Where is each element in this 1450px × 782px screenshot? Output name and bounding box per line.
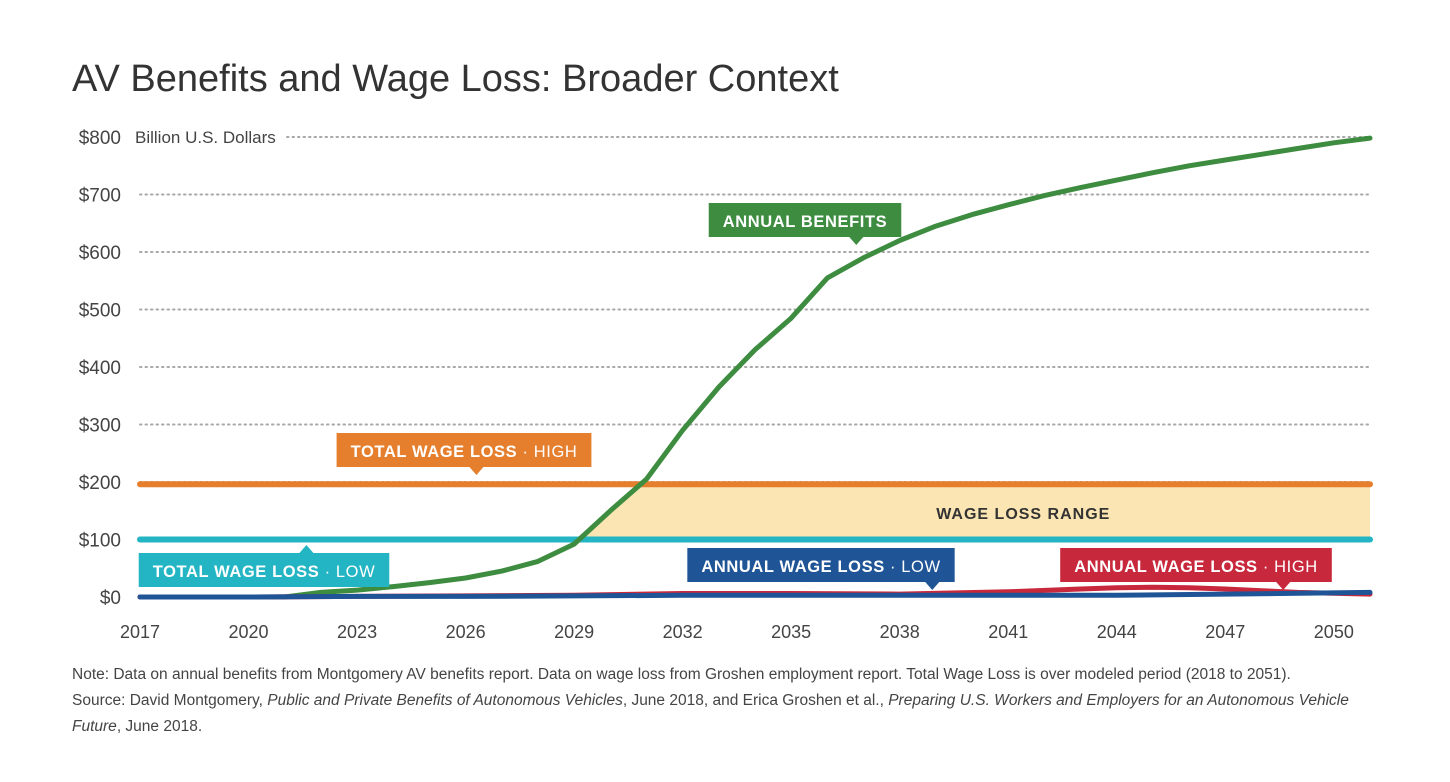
annotation-pointer xyxy=(1276,582,1291,590)
annotation-pointer xyxy=(299,545,314,553)
y-axis-label: Billion U.S. Dollars xyxy=(135,128,276,147)
x-tick-label: 2038 xyxy=(880,622,920,642)
x-tick-label: 2017 xyxy=(120,622,160,642)
annotation-2: TOTAL WAGE LOSS · HIGH xyxy=(336,433,592,475)
x-tick-label: 2050 xyxy=(1314,622,1354,642)
annotation-main: TOTAL WAGE LOSS xyxy=(153,563,320,581)
y-tick-label: $500 xyxy=(79,301,121,322)
annotation-box xyxy=(708,203,902,237)
x-tick-label: 2032 xyxy=(663,622,703,642)
annotation-label: ANNUAL WAGE LOSS · HIGH xyxy=(1074,558,1318,576)
source-text: Source: David Montgomery, Public and Pri… xyxy=(72,692,1349,735)
axis-labels: $0 $100 $200 $300 $400 $500 $600 $700 $800 Billio… xyxy=(79,128,1354,642)
annotation-box xyxy=(1060,548,1332,582)
annotation-pointer xyxy=(469,467,484,475)
annotation-label: ANNUAL WAGE LOSS · LOW xyxy=(701,558,940,576)
annual-wage-loss-low-line xyxy=(137,589,1373,600)
y-tick-label: $300 xyxy=(79,416,121,437)
annotation-suffix: · HIGH xyxy=(517,443,577,461)
annual-series-lines xyxy=(137,135,1373,600)
annotation-label: ANNUAL BENEFITS xyxy=(723,213,888,231)
x-tick-label: 2047 xyxy=(1205,622,1245,642)
annotation-main: ANNUAL BENEFITS xyxy=(723,213,888,231)
annotation-4: ANNUAL WAGE LOSS · LOW xyxy=(687,548,955,590)
x-tick-label: 2020 xyxy=(229,622,269,642)
annotation-box xyxy=(336,433,592,467)
footnotes: Note: Data on annual benefits from Montg… xyxy=(72,662,1392,740)
source-title-1: Public and Private Benefits of Autonomou… xyxy=(267,692,623,709)
range-band-layer: WAGE LOSS RANGE xyxy=(140,484,1370,540)
annotation-box xyxy=(687,548,955,582)
y-tick-label: $200 xyxy=(79,473,121,494)
total-wage-loss-lines xyxy=(137,481,1373,543)
annotation-1: ANNUAL BENEFITS xyxy=(708,203,902,245)
y-tick-label: $700 xyxy=(79,186,121,207)
annotation-5: ANNUAL WAGE LOSS · HIGH xyxy=(1060,548,1332,590)
annotation-label: TOTAL WAGE LOSS · LOW xyxy=(153,563,376,581)
y-tick-label: $400 xyxy=(79,358,121,379)
annotation-suffix: · LOW xyxy=(885,558,941,576)
x-tick-label: 2035 xyxy=(771,622,811,642)
x-tick-label: 2026 xyxy=(446,622,486,642)
y-tick-label: $600 xyxy=(79,243,121,264)
y-tick-label: $100 xyxy=(79,531,121,552)
annotation-suffix: · HIGH xyxy=(1258,558,1318,576)
chart-title: AV Benefits and Wage Loss: Broader Conte… xyxy=(72,58,839,100)
grid-lines xyxy=(139,136,1371,541)
annotation-main: ANNUAL WAGE LOSS xyxy=(1074,558,1257,576)
x-tick-label: 2044 xyxy=(1097,622,1137,642)
x-tick-label: 2029 xyxy=(554,622,594,642)
annotation-main: TOTAL WAGE LOSS xyxy=(351,443,518,461)
range-band-mask xyxy=(140,484,641,540)
annotation-3: TOTAL WAGE LOSS · LOW xyxy=(138,545,390,587)
y-tick-label: $800 xyxy=(79,128,121,149)
range-band-label: WAGE LOSS RANGE xyxy=(936,506,1110,523)
y-tick-label: $0 xyxy=(100,588,121,609)
source-title-2: Preparing U.S. Workers and Employers for… xyxy=(72,692,1349,735)
annotation-main: ANNUAL WAGE LOSS xyxy=(701,558,884,576)
annotation-label: TOTAL WAGE LOSS · HIGH xyxy=(351,443,578,461)
annotation-pointer xyxy=(849,237,864,245)
annual-benefits-line xyxy=(137,135,1373,600)
annotation-suffix: · LOW xyxy=(319,563,375,581)
x-tick-label: 2023 xyxy=(337,622,377,642)
annotation-pointer xyxy=(925,582,940,590)
x-tick-label: 2041 xyxy=(988,622,1028,642)
annotation-box xyxy=(138,553,390,587)
note-text: Note: Data on annual benefits from Montg… xyxy=(72,666,1291,683)
